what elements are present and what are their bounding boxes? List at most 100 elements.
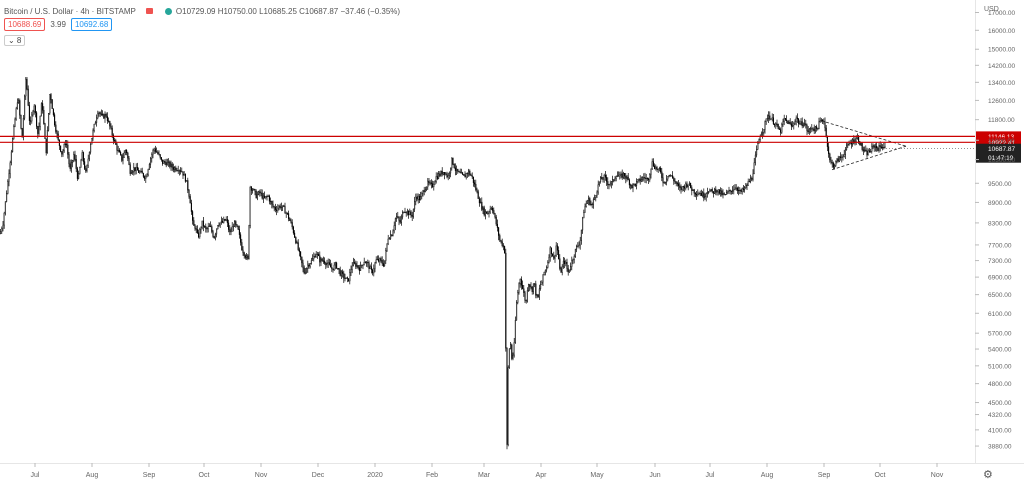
candle-body <box>486 211 488 214</box>
candle-body <box>669 174 671 177</box>
candle-body <box>860 143 862 146</box>
candle-body <box>517 292 519 303</box>
candle-body <box>514 320 516 343</box>
candle-body <box>350 269 352 273</box>
candle-body <box>134 167 136 171</box>
candle-body <box>877 147 879 151</box>
candle-body <box>444 172 446 175</box>
candle-body <box>63 144 65 152</box>
candle-body <box>775 123 777 126</box>
candle-body <box>541 281 543 285</box>
candle-body <box>117 150 119 152</box>
candle-body <box>594 197 596 200</box>
y-tick-label: 11800.00 <box>988 117 1015 124</box>
flag-icon[interactable] <box>145 8 153 14</box>
candle-body <box>303 267 305 274</box>
candle-body <box>794 121 796 124</box>
candle-body <box>326 263 328 266</box>
candle-body <box>403 211 405 213</box>
candle-body <box>331 267 333 269</box>
ohlc-values: O10729.09 H10750.00 L10685.25 C10687.87 … <box>175 6 401 16</box>
candle-body <box>334 262 336 266</box>
candle-body <box>637 179 639 182</box>
candle-body <box>744 187 746 191</box>
symbol-title[interactable]: Bitcoin / U.S. Dollar · 4h · BITSTAMP <box>4 6 136 16</box>
candle-body <box>478 198 480 204</box>
candle-body <box>520 278 522 286</box>
candle-body <box>609 183 611 185</box>
buy-price-button[interactable]: 10692.68 <box>70 18 113 31</box>
candle-body <box>810 128 812 130</box>
candle-body <box>423 190 425 192</box>
candle-body <box>588 198 590 202</box>
candle-body <box>78 173 80 179</box>
candle-body <box>183 174 185 176</box>
candle-body <box>373 268 375 274</box>
candle-body <box>382 263 384 267</box>
candle-body <box>634 183 636 186</box>
candle-body <box>735 187 737 189</box>
candle-body <box>313 256 315 259</box>
candle-body <box>148 164 150 170</box>
candle-body <box>56 131 58 135</box>
candle-body <box>484 211 486 216</box>
candle-body <box>70 162 72 169</box>
candle-body <box>790 123 792 127</box>
candle-body <box>27 88 29 106</box>
candle-body <box>109 121 111 127</box>
candle-body <box>649 174 651 181</box>
candle-body <box>374 262 376 269</box>
candle-body <box>864 149 866 151</box>
candle-body <box>722 193 724 196</box>
candle-body <box>579 240 581 246</box>
candle-body <box>140 170 142 173</box>
candle-body <box>408 210 410 216</box>
indicators-toggle-button[interactable]: ⌄ 8 <box>4 35 26 46</box>
candle-body <box>150 158 152 165</box>
candle-body <box>758 139 760 144</box>
candle-body <box>643 177 645 179</box>
candle-body <box>355 263 357 267</box>
candle-body <box>98 112 100 114</box>
gear-icon[interactable]: ⚙ <box>983 469 993 481</box>
candle-body <box>462 172 464 175</box>
candle-body <box>414 201 416 210</box>
y-tick-label: 6900.00 <box>988 275 1012 282</box>
candle-body <box>464 175 466 178</box>
candle-body <box>15 108 17 120</box>
candle-body <box>664 181 666 183</box>
y-tick-label: 4500.00 <box>988 400 1012 407</box>
candle-body <box>38 126 40 134</box>
candle-body <box>603 174 605 180</box>
candle-body <box>171 163 173 168</box>
sell-price-button[interactable]: 10688.69 <box>4 18 46 31</box>
candle-body <box>554 254 556 259</box>
candle-body <box>858 136 860 142</box>
candle-body <box>351 265 353 270</box>
candle-body <box>786 119 788 121</box>
candle-body <box>442 172 444 175</box>
candle-body <box>86 165 88 172</box>
candle-body <box>870 151 872 153</box>
candle-body <box>624 173 626 177</box>
candle-body <box>328 262 330 265</box>
candle-body <box>396 216 398 219</box>
triangle-upper-trendline[interactable] <box>825 121 907 147</box>
candle-body <box>570 266 572 271</box>
x-tick-label: Feb <box>426 472 438 479</box>
candle-body <box>30 120 32 122</box>
candle-body <box>651 161 653 170</box>
candle-body <box>13 126 15 139</box>
x-tick-label: Aug <box>761 472 774 479</box>
candle-body <box>518 283 520 293</box>
triangle-lower-trendline[interactable] <box>831 145 907 171</box>
candle-body <box>420 196 422 201</box>
candle-body <box>40 103 42 117</box>
candle-body <box>765 118 767 122</box>
candle-body <box>240 234 242 243</box>
candle-body <box>124 150 126 153</box>
candle-body <box>392 230 394 237</box>
candle-body <box>399 220 401 223</box>
candle-body <box>249 186 251 226</box>
